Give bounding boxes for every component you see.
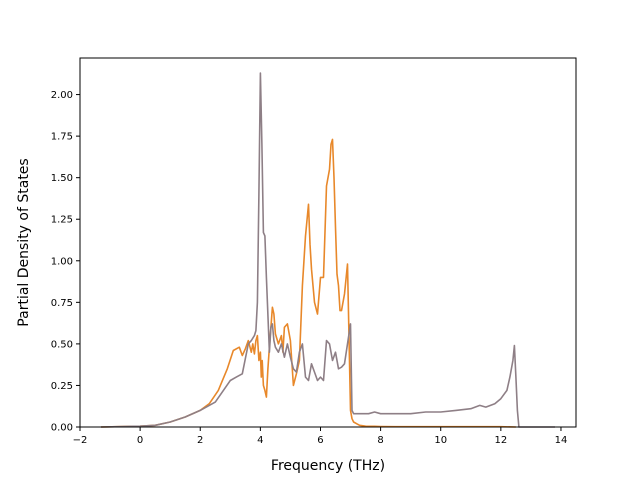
x-tick-label: 10: [434, 435, 447, 446]
y-tick-label: 1.50: [51, 173, 73, 184]
x-tick-label: 6: [317, 435, 323, 446]
y-tick-label: 0.25: [51, 381, 73, 392]
series-line-1: [100, 138, 516, 428]
x-tick-label: 2: [197, 435, 203, 446]
x-tick-label: 14: [555, 435, 568, 446]
x-tick-label: −2: [73, 435, 88, 446]
y-axis-ticks: 0.00 0.25 0.50 0.75 1.00 1.25 1.50 1.75 2.00: [51, 90, 80, 434]
y-axis-label: Partial Density of States: [16, 158, 32, 326]
y-tick-label: 1.25: [51, 215, 73, 226]
plot-lines: [100, 72, 555, 428]
x-tick-label: 8: [377, 435, 383, 446]
plot-frame: [79, 57, 577, 428]
y-tick-label: 1.75: [51, 132, 73, 143]
x-axis-label: Frequency (THz): [271, 458, 385, 474]
x-tick-label: 4: [257, 435, 263, 446]
x-tick-label: 0: [137, 435, 143, 446]
y-tick-label: 0.50: [51, 339, 73, 350]
series-line-2: [100, 72, 555, 428]
y-tick-label: 1.00: [51, 256, 73, 267]
x-axis-ticks: −2 0 2 4 6 8 10 12 14: [73, 427, 568, 446]
y-tick-label: 2.00: [51, 90, 73, 101]
x-tick-label: 12: [494, 435, 507, 446]
y-tick-label: 0.00: [51, 423, 73, 434]
y-tick-label: 0.75: [51, 298, 73, 309]
